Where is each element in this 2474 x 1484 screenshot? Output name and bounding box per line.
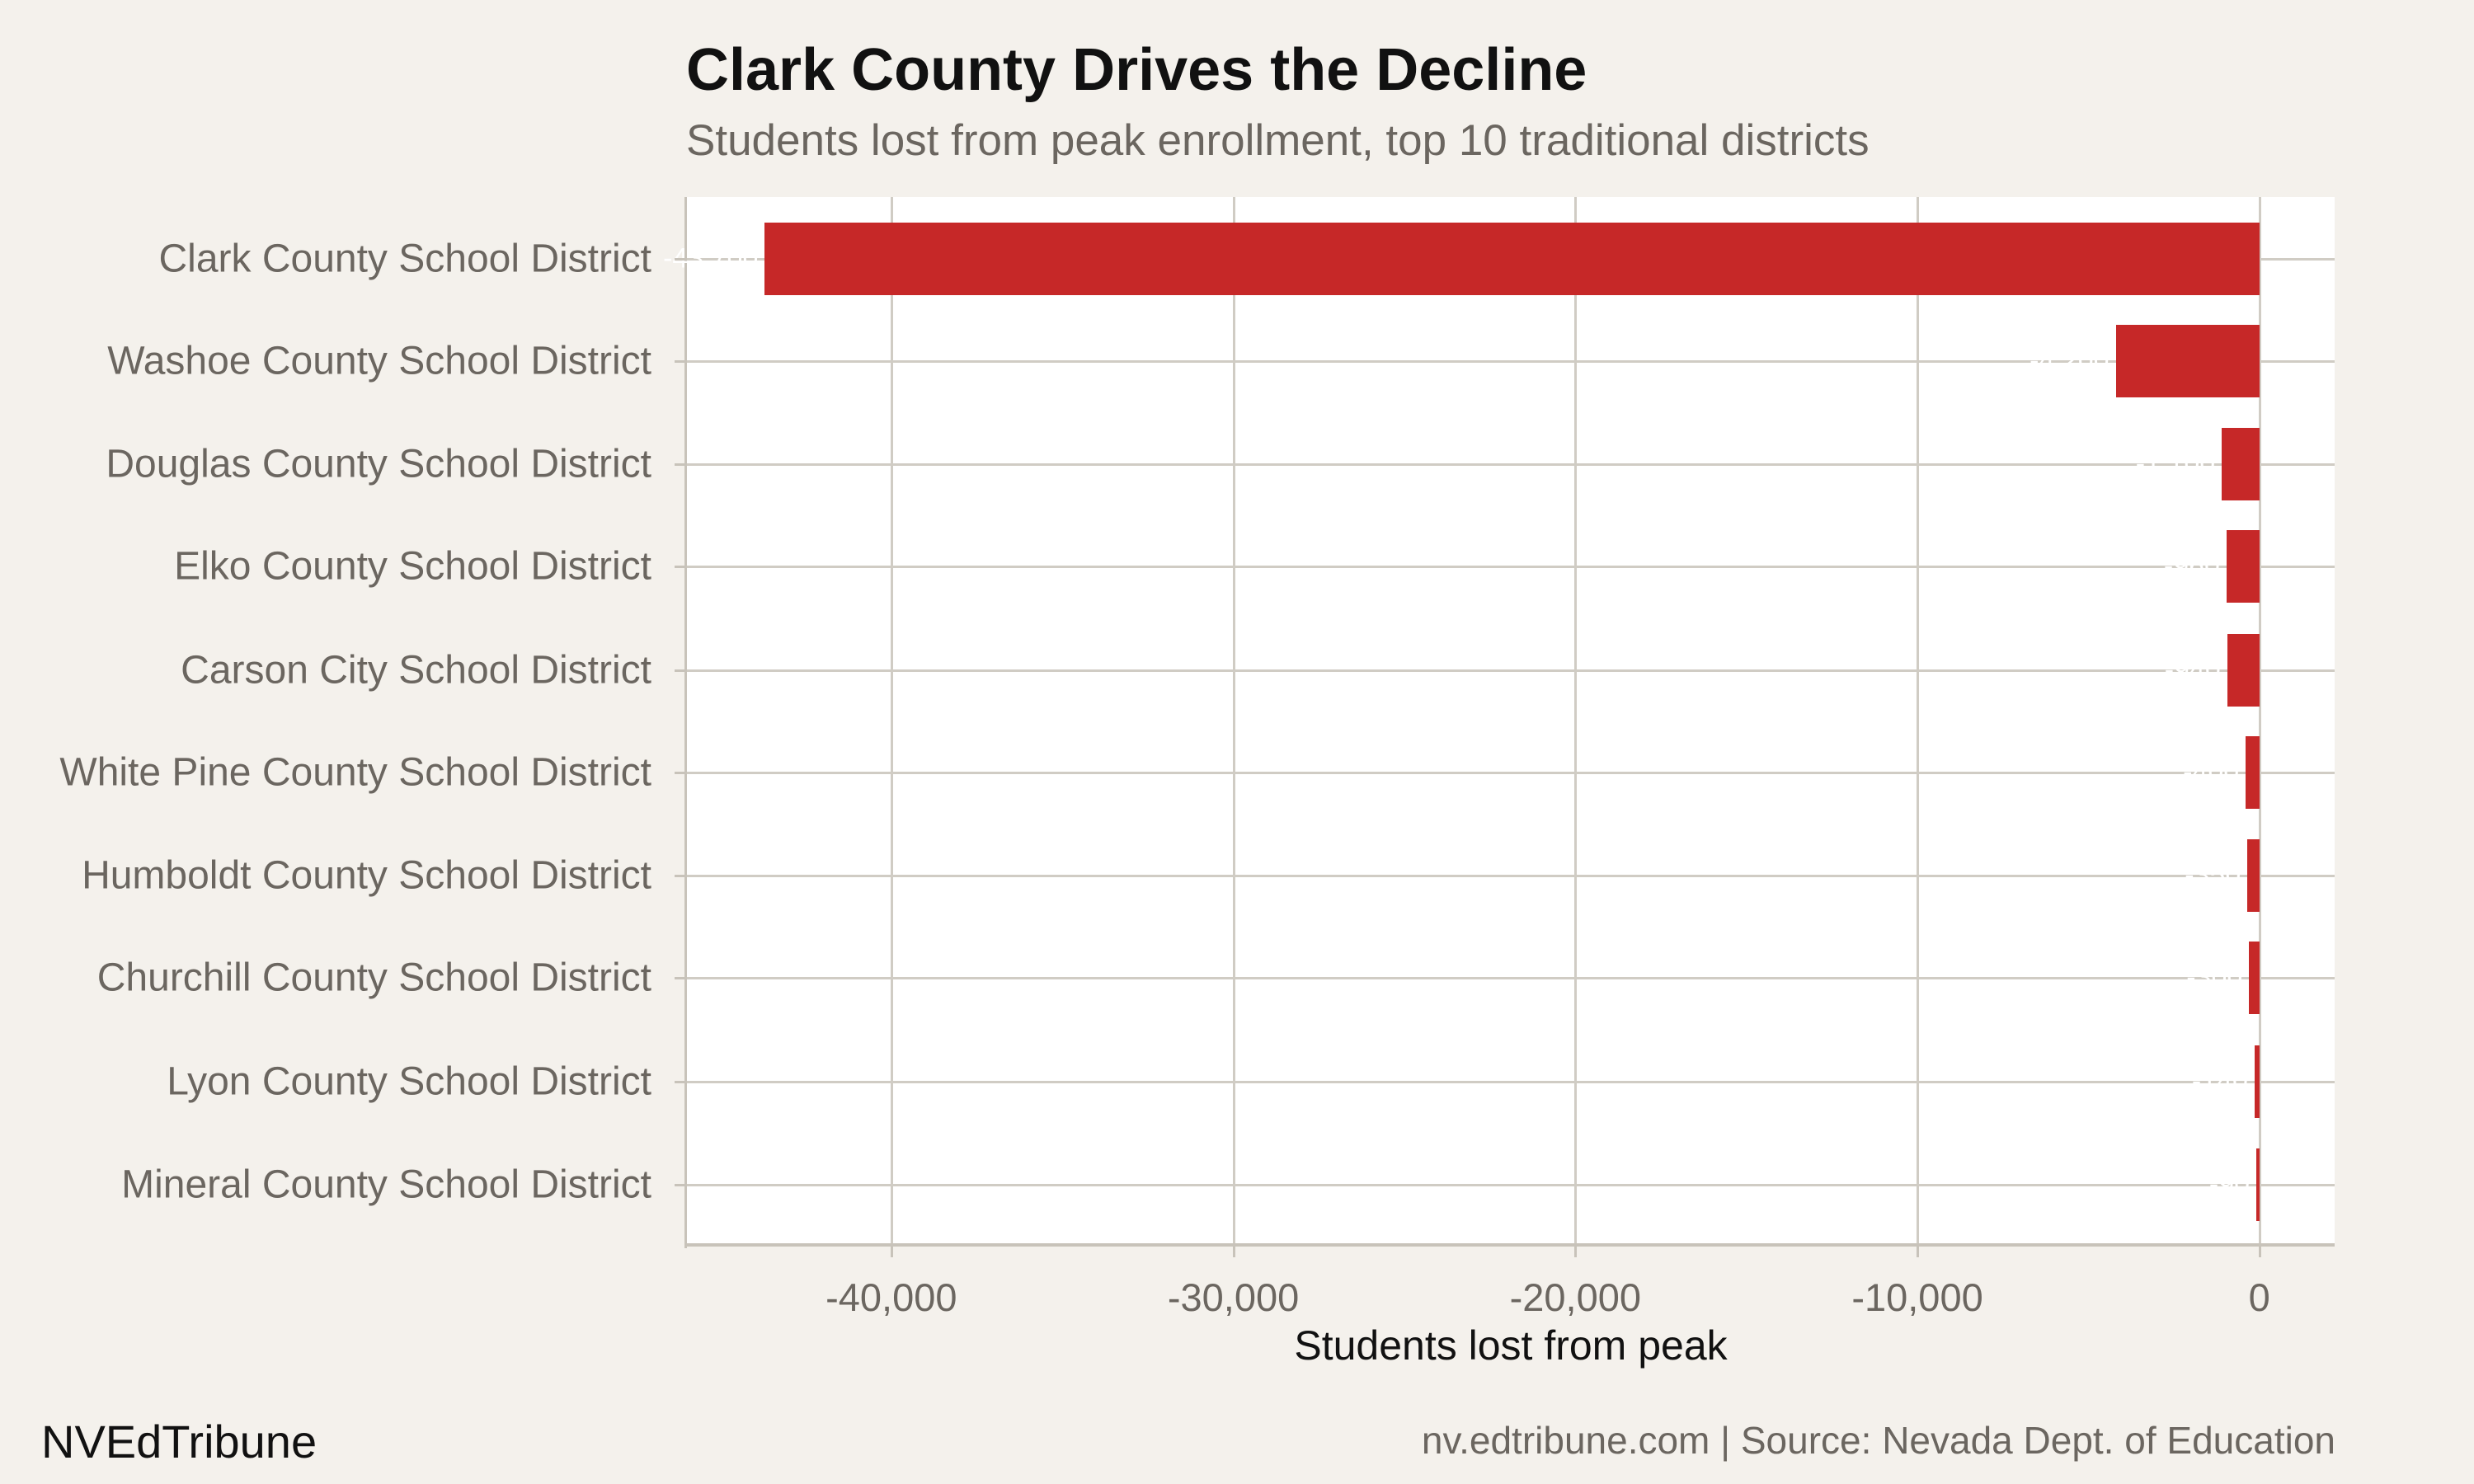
bar-value-label: -400 (2183, 756, 2240, 788)
y-gridline (686, 1081, 2335, 1083)
x-gridline (1917, 197, 1920, 1246)
bar[interactable] (2226, 530, 2260, 603)
y-gridline (686, 977, 2335, 979)
bar[interactable] (2256, 1148, 2260, 1221)
y-category-label: Humboldt County School District (82, 853, 651, 898)
y-category-label: Churchill County School District (96, 956, 651, 1000)
x-tick-label: -40,000 (825, 1275, 957, 1319)
chart-subtitle: Students lost from peak enrollment, top … (686, 116, 1870, 165)
bar-value-label: -4,200 (2030, 345, 2109, 377)
x-gridline (890, 197, 893, 1246)
bar-value-label: -350 (2185, 859, 2241, 891)
bar[interactable] (2227, 634, 2260, 707)
bar-value-label: -90 (2208, 1168, 2251, 1200)
y-tick-mark (675, 360, 686, 363)
y-category-label: Washoe County School District (107, 339, 651, 383)
chart-title: Clark County Drives the Decline (686, 37, 1587, 103)
x-gridline (1232, 197, 1235, 1246)
y-category-label: Clark County School District (158, 237, 651, 281)
bar[interactable] (764, 223, 2260, 295)
y-gridline (686, 463, 2335, 466)
y-tick-mark (675, 1081, 686, 1083)
bar-value-label: -140 (2191, 1065, 2248, 1097)
y-gridline (686, 1184, 2335, 1186)
y-gridline (686, 669, 2335, 672)
y-gridline (686, 772, 2335, 774)
x-gridline (2258, 197, 2261, 1246)
x-gridline (1574, 197, 1578, 1246)
x-tick-label: -30,000 (1167, 1275, 1300, 1319)
bar[interactable] (2254, 1045, 2260, 1118)
bar-value-label: -940 (2164, 654, 2221, 686)
x-tick-mark (2258, 1246, 2261, 1257)
y-gridline (686, 875, 2335, 877)
y-tick-mark (675, 977, 686, 979)
y-tick-mark (675, 258, 686, 261)
y-tick-mark (675, 772, 686, 774)
y-category-label: Elko County School District (174, 544, 651, 589)
bar[interactable] (2115, 325, 2260, 397)
bar[interactable] (2249, 942, 2260, 1014)
bar-value-label: -300 (2186, 961, 2243, 993)
y-gridline (686, 360, 2335, 363)
y-tick-mark (675, 875, 686, 877)
bar[interactable] (2246, 736, 2260, 809)
x-tick-mark (890, 1246, 893, 1257)
x-tick-mark (1917, 1246, 1920, 1257)
y-tick-mark (675, 1184, 686, 1186)
y-category-label: Lyon County School District (167, 1059, 651, 1104)
x-tick-mark (1232, 1246, 1235, 1257)
y-category-label: Mineral County School District (121, 1162, 651, 1207)
y-axis-line (684, 197, 687, 1248)
x-tick-mark (1574, 1246, 1578, 1257)
bar-value-label: -960 (2163, 550, 2220, 582)
bar[interactable] (2247, 839, 2260, 912)
brand-logo-text: NVEdTribune (41, 1416, 317, 1468)
y-gridline (686, 566, 2335, 568)
x-tick-label: 0 (2248, 1275, 2270, 1319)
y-category-label: Carson City School District (181, 648, 651, 693)
x-tick-label: -20,000 (1509, 1275, 1641, 1319)
y-category-label: White Pine County School District (59, 750, 651, 795)
x-tick-label: -10,000 (1851, 1275, 1983, 1319)
bar-value-label: -1,100 (2135, 448, 2216, 480)
y-tick-mark (675, 669, 686, 672)
y-tick-mark (675, 566, 686, 568)
bar[interactable] (2222, 428, 2260, 500)
x-axis-line (684, 1243, 2335, 1247)
y-tick-mark (675, 463, 686, 466)
x-axis-title: Students lost from peak (1294, 1322, 1728, 1369)
plot-panel (686, 197, 2335, 1246)
y-category-label: Douglas County School District (106, 442, 651, 486)
source-credit: nv.edtribune.com | Source: Nevada Dept. … (1421, 1419, 2335, 1462)
